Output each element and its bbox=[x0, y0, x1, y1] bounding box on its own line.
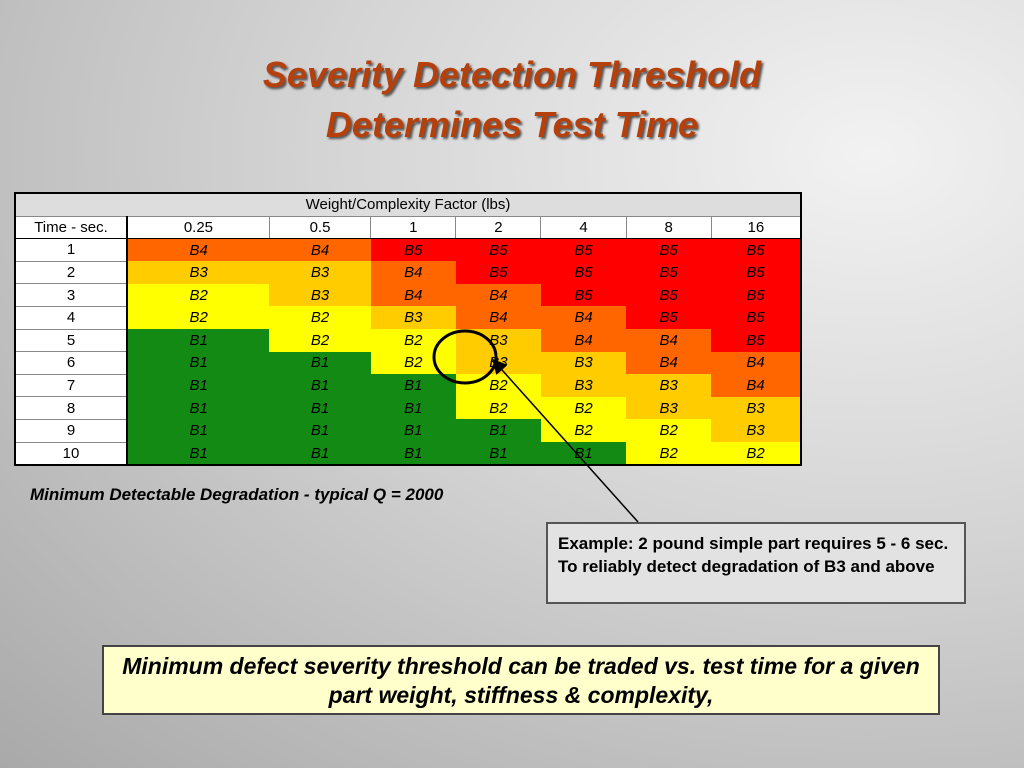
header-row: Weight/Complexity Factor (lbs) bbox=[14, 192, 802, 217]
level-cell: B5 bbox=[370, 238, 456, 262]
arrow bbox=[492, 358, 639, 523]
level-cell: B1 bbox=[269, 374, 371, 397]
level-cell: B1 bbox=[127, 351, 270, 375]
level-cell: B5 bbox=[626, 306, 712, 330]
level-cell: B1 bbox=[269, 442, 371, 466]
level-cell: B5 bbox=[455, 261, 541, 284]
column-header: 8 bbox=[625, 215, 712, 240]
level-cell: B4 bbox=[455, 283, 541, 307]
level-cell: B1 bbox=[127, 419, 270, 443]
level-cell: B2 bbox=[269, 306, 371, 330]
level-cell: B1 bbox=[269, 396, 371, 420]
level-cell: B4 bbox=[711, 374, 801, 397]
level-cell: B4 bbox=[540, 306, 627, 330]
level-cell: B1 bbox=[370, 374, 456, 397]
level-cell: B3 bbox=[711, 396, 801, 420]
severity-table: Weight/Complexity Factor (lbs) Time - sec… bbox=[14, 192, 802, 467]
level-cell: B3 bbox=[711, 419, 801, 443]
title: Severity Detection Threshold bbox=[262, 54, 762, 95]
level-cell: B4 bbox=[370, 261, 456, 284]
highlight-circle bbox=[432, 329, 498, 385]
table-row: 9 B1 B1 B1 B1 B2 B2 B3 bbox=[14, 418, 801, 443]
level-cell: B5 bbox=[711, 306, 801, 330]
level-cell: B5 bbox=[540, 238, 627, 262]
level-cell: B5 bbox=[540, 261, 627, 284]
level-cell: B2 bbox=[540, 396, 627, 420]
table-row: 1 B4 B4 B5 B5 B5 B5 B5 bbox=[14, 238, 801, 262]
level-cell: B1 bbox=[127, 329, 270, 352]
level-cell: B5 bbox=[711, 283, 801, 307]
level-cell: B3 bbox=[626, 374, 712, 397]
level-cell: B1 bbox=[269, 351, 371, 375]
caption: Minimum Detectable Degradation - typical… bbox=[30, 485, 444, 504]
row-header: Time - sec. bbox=[14, 215, 128, 240]
level-cell: B2 bbox=[711, 442, 801, 466]
level-cell: B5 bbox=[711, 238, 801, 262]
level-cell: B4 bbox=[540, 329, 627, 352]
level-cell: B1 bbox=[127, 396, 270, 420]
level-cell: B1 bbox=[540, 442, 627, 466]
table-row: 7 B1 B1 B1 B2 B3 B3 B4 bbox=[14, 373, 801, 398]
table-row: 3 B2 B3 B4 B4 B5 B5 B5 bbox=[14, 283, 801, 307]
level-cell: B2 bbox=[626, 442, 712, 466]
row-label: 10 bbox=[14, 441, 128, 466]
level-cell: B1 bbox=[370, 396, 456, 420]
table-row: 10 B1 B1 B1 B1 B1 B2 B2 bbox=[14, 441, 801, 466]
level-cell: B2 bbox=[269, 329, 371, 352]
level-cell: B4 bbox=[127, 238, 270, 262]
title: Determines Test Time bbox=[325, 104, 699, 145]
level-cell: B3 bbox=[127, 261, 270, 284]
table-row: 4 B2 B2 B3 B4 B4 B5 B5 bbox=[14, 305, 801, 330]
level-cell: B5 bbox=[711, 261, 801, 284]
level-cell: B5 bbox=[626, 283, 712, 307]
level-cell: B4 bbox=[626, 351, 712, 375]
row-label: 2 bbox=[14, 260, 128, 285]
level-cell: B4 bbox=[269, 238, 371, 262]
level-cell: B3 bbox=[626, 396, 712, 420]
level-cell: B1 bbox=[269, 419, 371, 443]
level-cell: B4 bbox=[455, 306, 541, 330]
level-cell: B3 bbox=[370, 306, 456, 330]
level-cell: B3 bbox=[540, 351, 627, 375]
column-header: 2 bbox=[455, 215, 542, 240]
level-cell: B2 bbox=[127, 283, 270, 307]
group-header: Weight/Complexity Factor (lbs) bbox=[14, 192, 802, 217]
column-header: 16 bbox=[710, 215, 802, 240]
level-cell: B1 bbox=[455, 442, 541, 466]
table-row: 8 B1 B1 B1 B2 B2 B3 B3 bbox=[14, 396, 801, 420]
column-header: 0.25 bbox=[126, 215, 270, 240]
level-cell: B2 bbox=[370, 329, 456, 352]
table-row: 5 B1 B2 B2 B3 B4 B4 B5 bbox=[14, 328, 801, 353]
conclusion-box: Minimum defect severity threshold can be… bbox=[102, 645, 940, 715]
level-cell: B5 bbox=[626, 238, 712, 262]
level-cell: B5 bbox=[626, 261, 712, 284]
example-box: Example: 2 pound simple part requires 5 … bbox=[546, 522, 966, 604]
table-row: 6 B1 B1 B2 B3 B3 B4 B4 bbox=[14, 351, 801, 375]
level-cell: B1 bbox=[370, 419, 456, 443]
level-cell: B5 bbox=[711, 329, 801, 352]
level-cell: B2 bbox=[127, 306, 270, 330]
level-cell: B3 bbox=[269, 261, 371, 284]
level-cell: B2 bbox=[455, 396, 541, 420]
level-cell: B2 bbox=[626, 419, 712, 443]
header-row: Time - sec. 0.25 0.5 1 2 4 8 16 bbox=[14, 215, 802, 240]
level-cell: B1 bbox=[455, 419, 541, 443]
level-cell: B3 bbox=[540, 374, 627, 397]
column-header: 0.5 bbox=[268, 215, 372, 240]
level-cell: B1 bbox=[127, 374, 270, 397]
level-cell: B5 bbox=[540, 283, 627, 307]
level-cell: B1 bbox=[127, 442, 270, 466]
level-cell: B4 bbox=[370, 283, 456, 307]
table-row: 2 B3 B3 B4 B5 B5 B5 B5 bbox=[14, 260, 801, 285]
level-cell: B1 bbox=[370, 442, 456, 466]
level-cell: B5 bbox=[455, 238, 541, 262]
level-cell: B4 bbox=[626, 329, 712, 352]
level-cell: B3 bbox=[269, 283, 371, 307]
level-cell: B4 bbox=[711, 351, 801, 375]
